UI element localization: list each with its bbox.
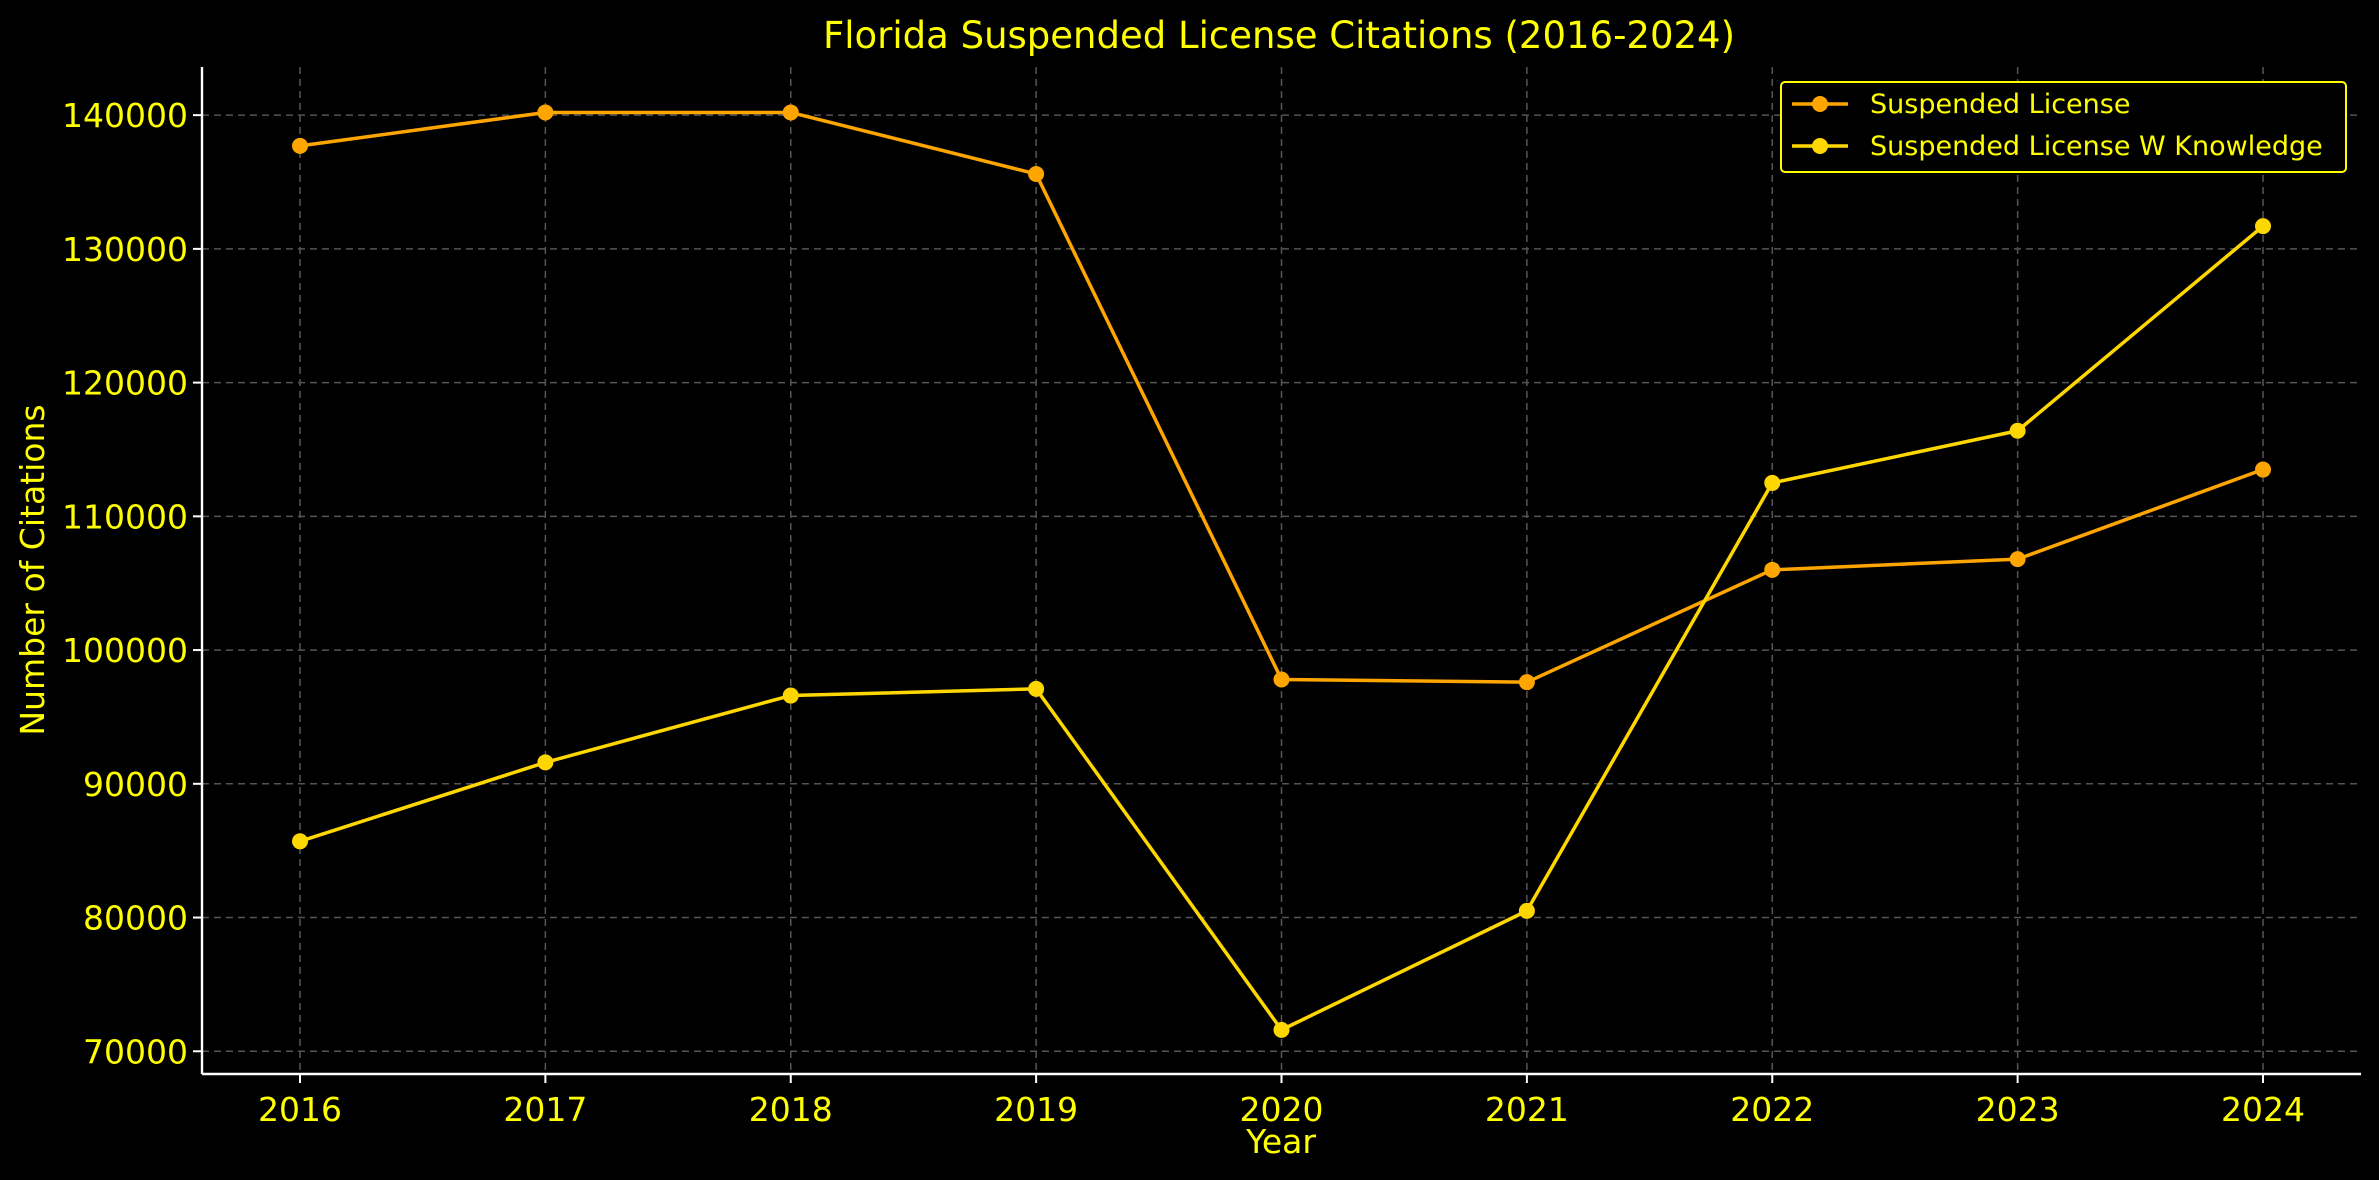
data-point-suspended-license xyxy=(1764,561,1781,578)
y-tick-label: 70000 xyxy=(83,1032,188,1071)
x-tick-label: 2022 xyxy=(1730,1090,1814,1129)
x-tick-label: 2019 xyxy=(994,1090,1078,1129)
legend-label-suspended-license: Suspended License xyxy=(1870,89,2130,120)
y-tick-label: 140000 xyxy=(62,96,188,135)
data-point-suspended-license xyxy=(1518,674,1535,691)
legend-label-suspended-license-w-knowledge: Suspended License W Knowledge xyxy=(1870,131,2323,162)
y-tick-label: 110000 xyxy=(62,497,188,536)
data-point-suspended-license-w-knowledge xyxy=(292,833,308,850)
data-point-suspended-license-w-knowledge xyxy=(1518,902,1535,919)
series-layer xyxy=(292,104,2271,1038)
data-point-suspended-license xyxy=(2009,551,2026,568)
data-point-suspended-license-w-knowledge xyxy=(1764,474,1781,491)
y-tick-label: 100000 xyxy=(62,631,188,670)
x-tick-label: 2016 xyxy=(258,1090,342,1129)
chart-title: Florida Suspended License Citations (201… xyxy=(823,14,1735,57)
y-tick-label: 120000 xyxy=(62,364,188,403)
legend: Suspended License Suspended License W Kn… xyxy=(1780,81,2347,173)
x-tick-label: 2024 xyxy=(2221,1090,2305,1129)
data-point-suspended-license xyxy=(1273,671,1290,688)
data-point-suspended-license xyxy=(2255,461,2271,478)
series-suspended-license xyxy=(292,104,2271,691)
data-point-suspended-license xyxy=(537,104,554,121)
legend-box xyxy=(1780,81,2347,173)
data-point-suspended-license-w-knowledge xyxy=(782,687,799,704)
legend-marker-suspended-license-w-knowledge xyxy=(1812,138,1828,154)
data-point-suspended-license xyxy=(782,104,799,121)
x-axis-ticks: 2016 2017 2018 2019 2020 2021 2022 2023 2024 xyxy=(258,1074,2305,1129)
y-axis-ticks: 70000 80000 90000 100000 110000 120000 130000 1… xyxy=(62,96,202,1071)
y-tick-label: 130000 xyxy=(62,230,188,269)
x-axis-label: Year xyxy=(1245,1122,1316,1161)
x-tick-label: 2018 xyxy=(749,1090,833,1129)
data-point-suspended-license-w-knowledge xyxy=(2255,218,2271,235)
data-point-suspended-license xyxy=(1028,165,1045,182)
legend-marker-suspended-license xyxy=(1812,96,1828,112)
data-point-suspended-license-w-knowledge xyxy=(1028,680,1045,697)
y-tick-label: 90000 xyxy=(83,765,188,804)
data-point-suspended-license-w-knowledge xyxy=(1273,1021,1290,1038)
legend-entry-suspended-license-w-knowledge: Suspended License W Knowledge xyxy=(1792,131,2323,162)
data-point-suspended-license xyxy=(292,137,308,154)
y-axis-label: Number of Citations xyxy=(13,404,52,735)
x-tick-label: 2020 xyxy=(1240,1090,1324,1129)
series-suspended-license-w-knowledge xyxy=(292,218,2271,1038)
data-point-suspended-license-w-knowledge xyxy=(537,754,554,771)
legend-entry-suspended-license: Suspended License xyxy=(1792,89,2130,120)
data-point-suspended-license-w-knowledge xyxy=(2009,422,2026,439)
x-tick-label: 2017 xyxy=(503,1090,587,1129)
y-tick-label: 80000 xyxy=(83,899,188,938)
x-tick-label: 2021 xyxy=(1485,1090,1569,1129)
x-tick-label: 2023 xyxy=(1976,1090,2060,1129)
